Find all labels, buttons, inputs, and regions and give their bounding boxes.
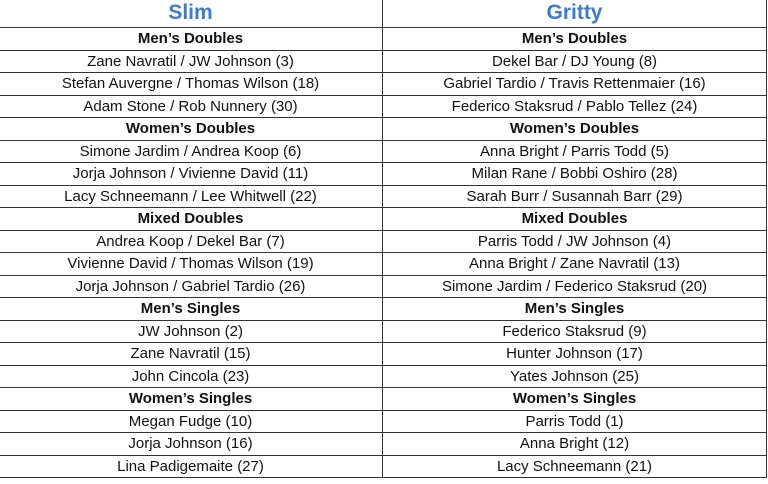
category-label: Men’s Doubles bbox=[382, 27, 767, 51]
table-row: JW Johnson (2) Federico Staksrud (9) bbox=[0, 319, 767, 343]
entry-cell: Jorja Johnson (16) bbox=[0, 432, 383, 456]
category-row: Women’s Doubles Women’s Doubles bbox=[0, 117, 767, 141]
entry-cell: Anna Bright / Zane Navratil (13) bbox=[382, 252, 767, 276]
entry-cell: Megan Fudge (10) bbox=[0, 409, 383, 433]
entry-cell: Anna Bright (12) bbox=[382, 432, 767, 456]
entry-cell: Yates Johnson (25) bbox=[382, 364, 767, 388]
table-row: John Cincola (23) Yates Johnson (25) bbox=[0, 364, 767, 388]
table-row: Stefan Auvergne / Thomas Wilson (18) Gabr… bbox=[0, 72, 767, 96]
table-row: Simone Jardim / Andrea Koop (6) Anna Brig… bbox=[0, 139, 767, 163]
category-label: Mixed Doubles bbox=[0, 207, 383, 231]
entry-cell: John Cincola (23) bbox=[0, 364, 383, 388]
entry-cell: Andrea Koop / Dekel Bar (7) bbox=[0, 229, 383, 253]
entry-cell: Zane Navratil (15) bbox=[0, 342, 383, 366]
category-label: Mixed Doubles bbox=[382, 207, 767, 231]
category-label: Men’s Singles bbox=[382, 297, 767, 321]
entry-cell: Federico Staksrud / Pablo Tellez (24) bbox=[382, 94, 767, 118]
entry-cell: Anna Bright / Parris Todd (5) bbox=[382, 139, 767, 163]
table-row: Vivienne David / Thomas Wilson (19) Anna … bbox=[0, 252, 767, 276]
table-row: Jorja Johnson / Gabriel Tardio (26) Simon… bbox=[0, 274, 767, 298]
entry-cell: Sarah Burr / Susannah Barr (29) bbox=[382, 184, 767, 208]
category-row: Men’s Singles Men’s Singles bbox=[0, 297, 767, 321]
entry-cell: Adam Stone / Rob Nunnery (30) bbox=[0, 94, 383, 118]
entry-cell: Parris Todd / JW Johnson (4) bbox=[382, 229, 767, 253]
entry-cell: Jorja Johnson / Vivienne David (11) bbox=[0, 162, 383, 186]
table-row: Zane Navratil / JW Johnson (3) Dekel Bar … bbox=[0, 49, 767, 73]
entry-cell: Zane Navratil / JW Johnson (3) bbox=[0, 49, 383, 73]
team-title: Gritty bbox=[382, 0, 767, 28]
category-label: Women’s Doubles bbox=[0, 117, 383, 141]
entry-cell: Stefan Auvergne / Thomas Wilson (18) bbox=[0, 72, 383, 96]
table-row: Jorja Johnson (16) Anna Bright (12) bbox=[0, 432, 767, 456]
entry-cell: JW Johnson (2) bbox=[0, 319, 383, 343]
table-row: Andrea Koop / Dekel Bar (7) Parris Todd /… bbox=[0, 229, 767, 253]
category-label: Men’s Singles bbox=[0, 297, 383, 321]
category-label: Women’s Singles bbox=[382, 387, 767, 411]
entry-cell: Gabriel Tardio / Travis Rettenmaier (16) bbox=[382, 72, 767, 96]
category-label: Men’s Doubles bbox=[0, 27, 383, 51]
table-row: Zane Navratil (15) Hunter Johnson (17) bbox=[0, 342, 767, 366]
table-row: Megan Fudge (10) Parris Todd (1) bbox=[0, 409, 767, 433]
entry-cell: Dekel Bar / DJ Young (8) bbox=[382, 49, 767, 73]
entry-cell: Lina Padigemaite (27) bbox=[0, 454, 383, 478]
category-label: Women’s Doubles bbox=[382, 117, 767, 141]
header-row: Slim Gritty bbox=[0, 0, 767, 28]
entry-cell: Federico Staksrud (9) bbox=[382, 319, 767, 343]
table-row: Adam Stone / Rob Nunnery (30) Federico St… bbox=[0, 94, 767, 118]
table-row: Lina Padigemaite (27) Lacy Schneemann (21… bbox=[0, 454, 767, 478]
entry-cell: Lacy Schneemann / Lee Whitwell (22) bbox=[0, 184, 383, 208]
entry-cell: Vivienne David / Thomas Wilson (19) bbox=[0, 252, 383, 276]
category-label: Women’s Singles bbox=[0, 387, 383, 411]
table-row: Lacy Schneemann / Lee Whitwell (22) Sarah… bbox=[0, 184, 767, 208]
entry-cell: Jorja Johnson / Gabriel Tardio (26) bbox=[0, 274, 383, 298]
category-row: Women’s Singles Women’s Singles bbox=[0, 387, 767, 411]
entry-cell: Milan Rane / Bobbi Oshiro (28) bbox=[382, 162, 767, 186]
team-title: Slim bbox=[0, 0, 383, 28]
entry-cell: Simone Jardim / Federico Staksrud (20) bbox=[382, 274, 767, 298]
category-row: Mixed Doubles Mixed Doubles bbox=[0, 207, 767, 231]
entry-cell: Parris Todd (1) bbox=[382, 409, 767, 433]
category-row: Men’s Doubles Men’s Doubles bbox=[0, 27, 767, 51]
entry-cell: Lacy Schneemann (21) bbox=[382, 454, 767, 478]
table-row: Jorja Johnson / Vivienne David (11) Milan… bbox=[0, 162, 767, 186]
entry-cell: Hunter Johnson (17) bbox=[382, 342, 767, 366]
entry-cell: Simone Jardim / Andrea Koop (6) bbox=[0, 139, 383, 163]
